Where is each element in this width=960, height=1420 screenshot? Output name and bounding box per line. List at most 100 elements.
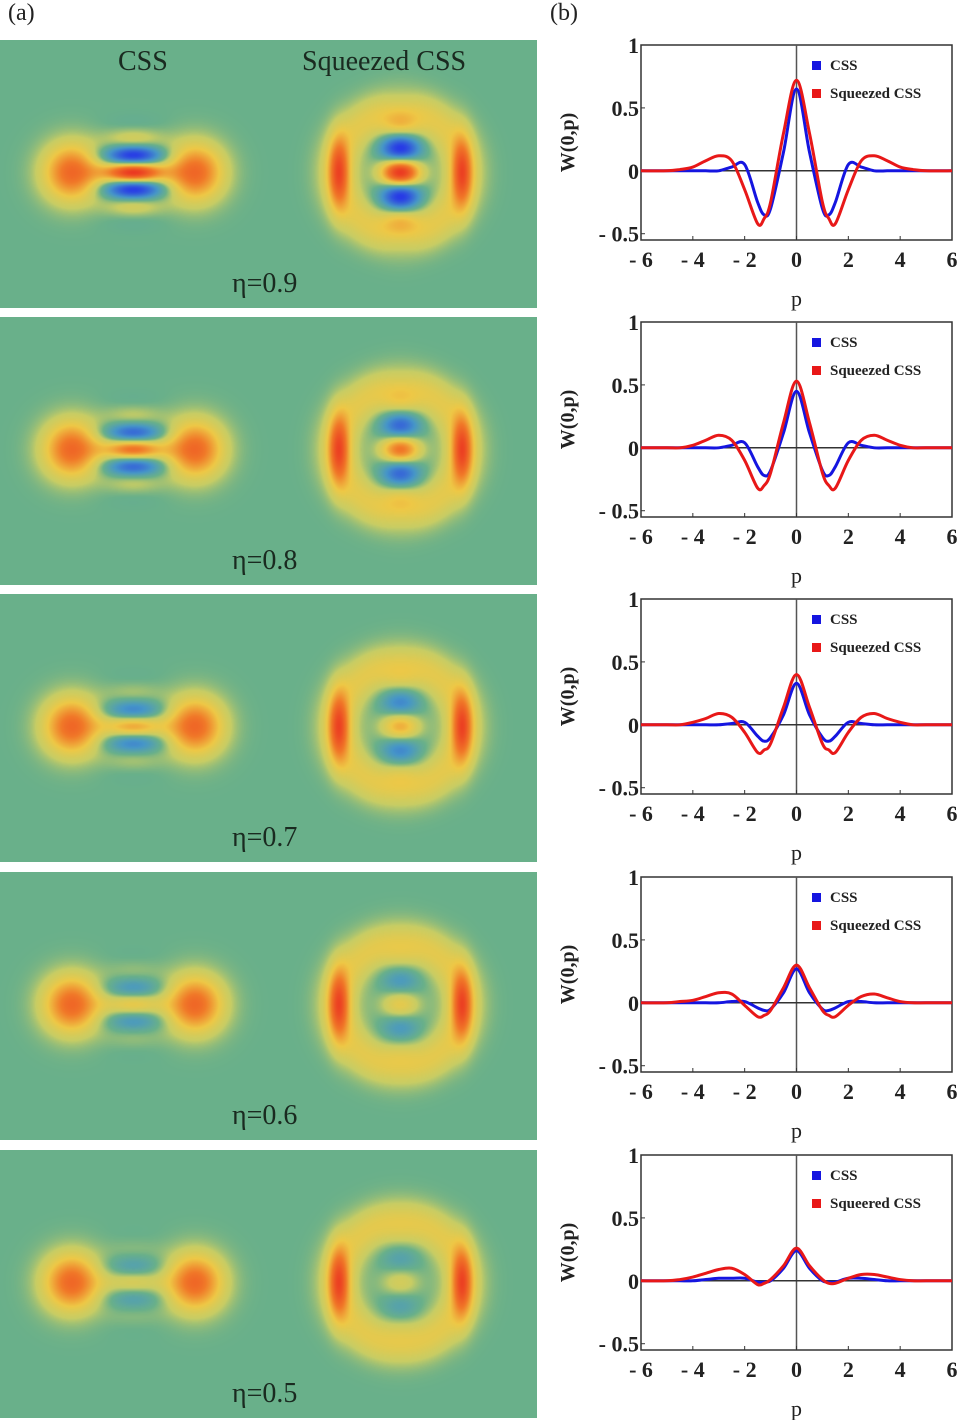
y-tick-label: 1 xyxy=(628,33,639,58)
legend-label: Squeezed CSS xyxy=(830,86,921,102)
series-line-css xyxy=(641,681,952,743)
x-axis-label: p xyxy=(791,840,802,865)
x-tick-label: 4 xyxy=(895,524,906,549)
y-axis-label: W(0,p) xyxy=(557,390,579,449)
y-tick-label: - 0.5 xyxy=(599,222,639,247)
y-tick-label: 1 xyxy=(628,865,639,890)
x-tick-label: - 4 xyxy=(681,1357,705,1382)
x-tick-label: - 4 xyxy=(681,247,705,272)
y-tick-label: 0.5 xyxy=(612,928,640,953)
x-tick-label: - 6 xyxy=(629,801,653,826)
x-tick-label: 0 xyxy=(791,247,802,272)
x-tick-label: 0 xyxy=(791,524,802,549)
x-tick-label: 4 xyxy=(895,1079,906,1104)
wigner-heatmap-panel: η=0.7 xyxy=(0,594,537,862)
wigner-heatmap-image xyxy=(0,317,537,585)
series-line-css xyxy=(641,1249,952,1284)
x-tick-label: - 2 xyxy=(733,1079,757,1104)
wigner-heatmap-image xyxy=(0,40,537,308)
legend-label: CSS xyxy=(830,335,858,351)
column-title-squeezed-css: Squeezed CSS xyxy=(302,46,467,77)
wigner-cut-plot: - 6 - 4 - 2 0 2 4 6 1 0.5 0 - 0.5 p W(0,p) CSS Squeeze… xyxy=(557,33,958,311)
legend-label: CSS xyxy=(830,890,858,906)
x-axis-label: p xyxy=(791,563,802,588)
wigner-cut-plot: - 6 - 4 - 2 0 2 4 6 1 0.5 0 - 0.5 p W(0,p) CSS Squeeze… xyxy=(557,587,958,865)
x-tick-label: - 4 xyxy=(681,1079,705,1104)
wigner-cut-plot: - 6 - 4 - 2 0 2 4 6 1 0.5 0 - 0.5 p W(0,p) CSS Squeere… xyxy=(557,1143,958,1420)
x-tick-label: - 4 xyxy=(681,524,705,549)
legend-marker xyxy=(812,338,821,347)
x-tick-label: 2 xyxy=(843,247,854,272)
x-axis-label: p xyxy=(791,1118,802,1143)
wigner-heatmap-panel: CSS Squeezed CSS η=0.9 xyxy=(0,40,537,308)
legend-marker xyxy=(812,921,821,930)
y-tick-label: 1 xyxy=(628,587,639,612)
eta-label: η=0.5 xyxy=(232,1378,298,1409)
x-tick-label: - 4 xyxy=(681,801,705,826)
legend-label: Squeezed CSS xyxy=(830,363,921,379)
y-tick-label: 0 xyxy=(628,991,639,1016)
wigner-heatmap-image xyxy=(0,1150,537,1418)
legend-label: CSS xyxy=(830,58,858,74)
y-tick-label: 0.5 xyxy=(612,650,640,675)
series-line-squeezed-css xyxy=(640,78,953,227)
x-axis-label: p xyxy=(791,1396,802,1420)
series-line-squeezed-css xyxy=(640,1246,952,1287)
x-tick-label: 4 xyxy=(895,247,906,272)
eta-label: η=0.9 xyxy=(232,268,298,299)
legend-label: Squeezed CSS xyxy=(830,640,921,656)
legend-label: CSS xyxy=(830,1168,858,1184)
legend-label: Squeezed CSS xyxy=(830,918,921,934)
y-tick-label: 0 xyxy=(628,159,639,184)
series-line-squeezed-css xyxy=(641,379,952,492)
y-tick-label: 0 xyxy=(628,713,639,738)
wigner-heatmap-image xyxy=(0,594,537,862)
y-axis-label: W(0,p) xyxy=(557,113,579,172)
x-tick-label: - 2 xyxy=(733,1357,757,1382)
legend-marker xyxy=(812,643,821,652)
series-line-squeezed-css xyxy=(640,963,952,1019)
legend-marker xyxy=(812,1171,821,1180)
y-tick-label: - 0.5 xyxy=(599,776,639,801)
legend-marker xyxy=(812,366,821,375)
eta-label: η=0.8 xyxy=(232,545,298,576)
column-title-css: CSS xyxy=(118,46,168,77)
x-tick-label: 6 xyxy=(947,524,958,549)
series-line-css xyxy=(641,87,952,218)
x-tick-label: - 6 xyxy=(629,247,653,272)
y-tick-label: 0 xyxy=(628,436,639,461)
wigner-heatmap-panel: η=0.8 xyxy=(0,317,537,585)
x-tick-label: 2 xyxy=(843,1079,854,1104)
x-tick-label: 2 xyxy=(843,524,854,549)
y-tick-label: - 0.5 xyxy=(599,1054,639,1079)
x-tick-label: - 2 xyxy=(733,247,757,272)
x-tick-label: - 6 xyxy=(629,1357,653,1382)
y-tick-label: 0.5 xyxy=(612,96,640,121)
wigner-heatmap-image xyxy=(0,872,537,1140)
legend-marker xyxy=(812,61,821,70)
series-line-css xyxy=(641,389,952,478)
y-tick-label: - 0.5 xyxy=(599,499,639,524)
eta-label: η=0.7 xyxy=(232,822,298,853)
legend-marker xyxy=(812,615,821,624)
wigner-heatmap-panel: η=0.5 xyxy=(0,1150,537,1418)
legend-label: CSS xyxy=(830,612,858,628)
wigner-heatmap-panel: η=0.6 xyxy=(0,872,537,1140)
x-tick-label: - 6 xyxy=(629,524,653,549)
y-axis-label: W(0,p) xyxy=(557,667,579,726)
x-tick-label: 6 xyxy=(947,247,958,272)
y-axis-label: W(0,p) xyxy=(557,1223,579,1282)
series-line-css xyxy=(641,967,952,1013)
panel-label-b: (b) xyxy=(550,0,578,26)
x-tick-label: 2 xyxy=(843,801,854,826)
x-tick-label: 6 xyxy=(947,1079,958,1104)
x-tick-label: - 2 xyxy=(733,524,757,549)
y-tick-label: 0 xyxy=(628,1269,639,1294)
y-tick-label: 0.5 xyxy=(612,1206,640,1231)
x-tick-label: 0 xyxy=(791,1357,802,1382)
y-tick-label: 1 xyxy=(628,310,639,335)
y-tick-label: 0.5 xyxy=(612,373,640,398)
wigner-cut-plot: - 6 - 4 - 2 0 2 4 6 1 0.5 0 - 0.5 p W(0,p) CSS Squeeze… xyxy=(557,310,958,588)
wigner-cut-plot: - 6 - 4 - 2 0 2 4 6 1 0.5 0 - 0.5 p W(0,p) CSS Squeeze… xyxy=(557,865,958,1143)
legend-marker xyxy=(812,89,821,98)
